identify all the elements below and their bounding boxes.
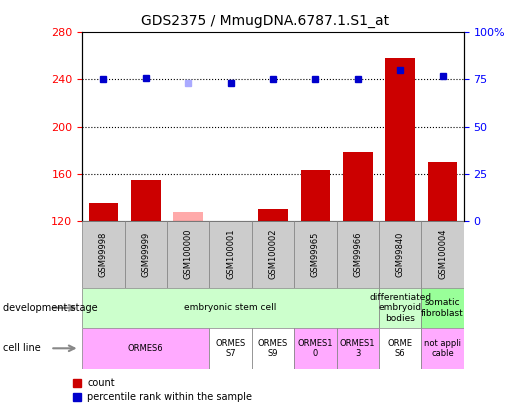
- Text: ORMES1
0: ORMES1 0: [298, 339, 333, 358]
- Bar: [421, 288, 464, 328]
- Text: GSM99840: GSM99840: [396, 231, 404, 277]
- Text: not appli
cable: not appli cable: [424, 339, 461, 358]
- Bar: [385, 58, 415, 221]
- Text: ORMES6: ORMES6: [128, 344, 164, 353]
- Text: percentile rank within the sample: percentile rank within the sample: [87, 392, 252, 402]
- Bar: [167, 221, 209, 288]
- Bar: [89, 203, 118, 221]
- Bar: [337, 221, 379, 288]
- Text: GSM99999: GSM99999: [142, 232, 150, 277]
- Bar: [343, 152, 373, 221]
- Bar: [209, 328, 252, 369]
- Bar: [173, 213, 203, 221]
- Text: development stage: development stage: [3, 303, 98, 313]
- Bar: [82, 221, 125, 288]
- Text: differentiated
embryoid
bodies: differentiated embryoid bodies: [369, 293, 431, 323]
- Bar: [379, 288, 421, 328]
- Text: GSM100002: GSM100002: [269, 229, 277, 279]
- Text: GSM100001: GSM100001: [226, 229, 235, 279]
- Text: somatic
fibroblast: somatic fibroblast: [421, 298, 464, 318]
- Bar: [294, 328, 337, 369]
- Text: GSM99998: GSM99998: [99, 231, 108, 277]
- Bar: [337, 328, 379, 369]
- Text: ORMES1
3: ORMES1 3: [340, 339, 375, 358]
- Text: count: count: [87, 378, 115, 388]
- Bar: [82, 288, 379, 328]
- Text: GDS2375 / MmugDNA.6787.1.S1_at: GDS2375 / MmugDNA.6787.1.S1_at: [141, 14, 389, 28]
- Text: GSM100004: GSM100004: [438, 229, 447, 279]
- Text: cell line: cell line: [3, 343, 40, 353]
- Bar: [82, 328, 209, 369]
- Bar: [131, 179, 161, 221]
- Text: ORME
S6: ORME S6: [387, 339, 413, 358]
- Text: GSM99965: GSM99965: [311, 231, 320, 277]
- Bar: [209, 221, 252, 288]
- Bar: [258, 209, 288, 221]
- Text: GSM100000: GSM100000: [184, 229, 192, 279]
- Bar: [125, 221, 167, 288]
- Text: ORMES
S7: ORMES S7: [215, 339, 246, 358]
- Text: embryonic stem cell: embryonic stem cell: [184, 303, 277, 312]
- Bar: [428, 162, 457, 221]
- Text: GSM99966: GSM99966: [354, 231, 362, 277]
- Bar: [421, 328, 464, 369]
- Bar: [379, 328, 421, 369]
- Bar: [252, 221, 294, 288]
- Bar: [294, 221, 337, 288]
- Bar: [379, 221, 421, 288]
- Bar: [301, 170, 330, 221]
- Bar: [421, 221, 464, 288]
- Bar: [252, 328, 294, 369]
- Text: ORMES
S9: ORMES S9: [258, 339, 288, 358]
